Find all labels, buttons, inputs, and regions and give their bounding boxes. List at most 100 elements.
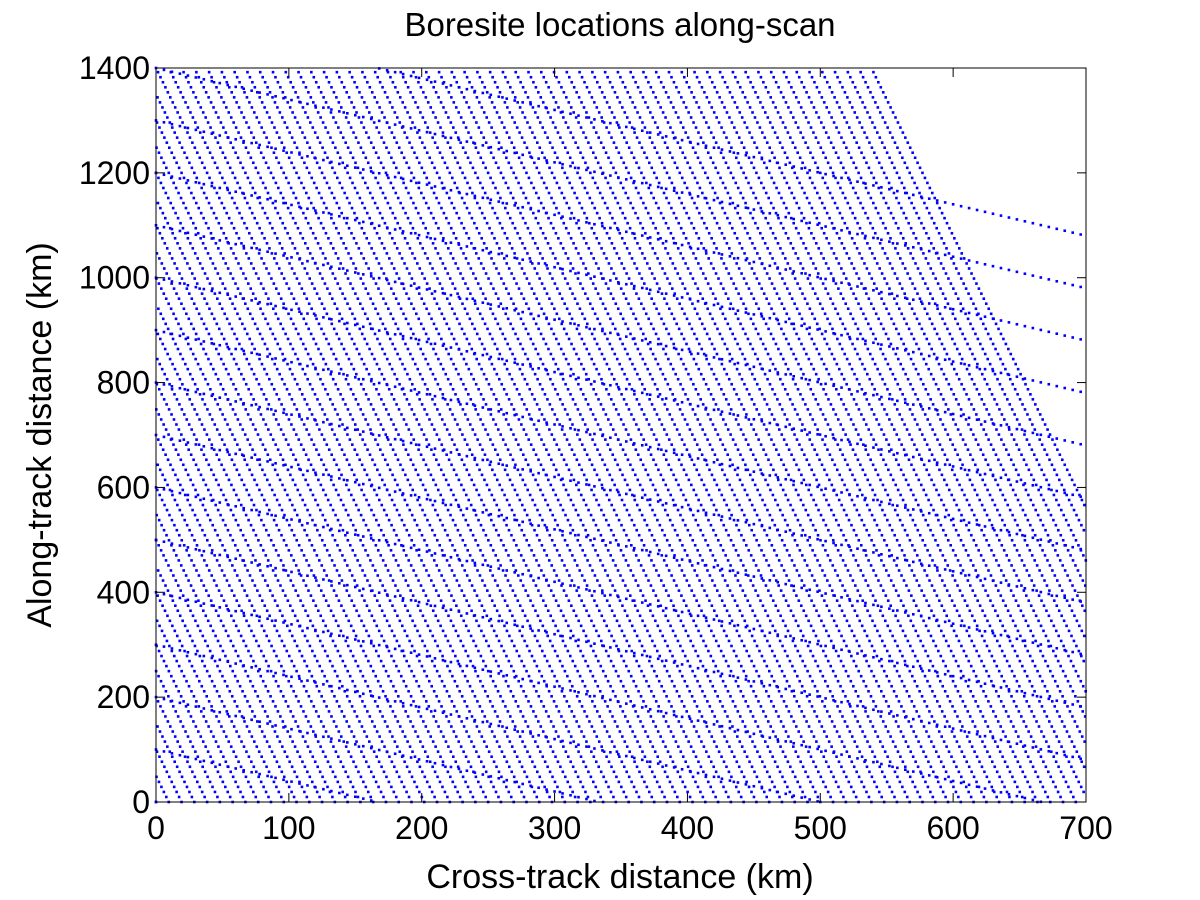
- data-point: [330, 213, 333, 216]
- data-point: [411, 750, 414, 753]
- data-point: [258, 91, 261, 94]
- data-point: [248, 443, 252, 446]
- data-point: [283, 513, 286, 517]
- data-point: [427, 599, 430, 602]
- data-point: [288, 236, 292, 240]
- data-point: [904, 401, 907, 404]
- data-point: [306, 784, 309, 787]
- data-point: [272, 282, 276, 285]
- data-point: [202, 287, 206, 291]
- data-point: [265, 398, 268, 401]
- data-point: [327, 211, 331, 215]
- data-point: [164, 297, 168, 300]
- data-point: [381, 322, 385, 326]
- data-point: [359, 775, 363, 779]
- data-point: [330, 370, 333, 373]
- data-point: [160, 523, 163, 527]
- data-point: [202, 235, 206, 238]
- data-point: [182, 201, 185, 205]
- data-point: [437, 438, 441, 441]
- data-point: [475, 594, 479, 597]
- data-point: [471, 664, 475, 668]
- data-point: [184, 101, 187, 104]
- data-point: [457, 505, 461, 509]
- data-point: [176, 740, 179, 743]
- data-point: [345, 720, 348, 723]
- data-point: [696, 352, 700, 355]
- data-point: [221, 649, 225, 653]
- data-point: [380, 398, 383, 401]
- data-point: [385, 644, 388, 648]
- data-point: [300, 181, 303, 185]
- data-point: [258, 619, 261, 623]
- data-point: [245, 121, 248, 124]
- data-point: [1055, 384, 1059, 388]
- data-point: [288, 367, 292, 371]
- data-point: [458, 689, 462, 693]
- data-point: [295, 171, 298, 175]
- data-point: [193, 146, 197, 149]
- data-point: [553, 108, 556, 112]
- data-point: [521, 415, 524, 419]
- data-point: [201, 659, 204, 663]
- data-point: [744, 573, 748, 576]
- data-point: [285, 257, 289, 260]
- data-point: [258, 594, 262, 597]
- data-point: [190, 297, 194, 300]
- data-point: [394, 715, 397, 718]
- data-point: [477, 518, 480, 522]
- data-point: [999, 791, 1003, 794]
- data-point: [166, 116, 169, 119]
- data-point: [492, 654, 495, 658]
- data-point: [323, 413, 327, 416]
- data-point: [186, 179, 190, 182]
- data-point: [339, 236, 343, 240]
- data-point: [537, 695, 541, 698]
- data-point: [162, 684, 165, 688]
- data-point: [967, 731, 971, 734]
- data-point: [752, 417, 756, 421]
- data-point: [550, 695, 553, 698]
- data-point: [561, 372, 564, 376]
- data-point: [975, 628, 979, 631]
- data-point: [249, 262, 253, 265]
- data-point: [1015, 689, 1019, 693]
- data-point: [448, 538, 452, 542]
- data-point: [198, 418, 201, 421]
- data-point: [202, 689, 206, 693]
- data-point: [250, 561, 253, 564]
- data-point: [167, 564, 170, 567]
- data-point: [417, 600, 421, 604]
- data-point: [563, 695, 566, 698]
- data-point: [377, 629, 381, 633]
- data-point: [326, 654, 329, 658]
- data-point: [218, 186, 222, 190]
- data-point: [696, 562, 700, 565]
- data-point: [414, 705, 418, 708]
- data-point: [286, 730, 290, 733]
- data-point: [664, 502, 668, 505]
- data-point: [271, 357, 274, 361]
- data-point: [595, 735, 599, 738]
- data-point: [238, 579, 241, 582]
- data-point: [380, 503, 384, 507]
- data-point: [299, 730, 302, 733]
- data-point: [496, 559, 500, 562]
- data-point: [313, 523, 317, 527]
- data-point: [492, 523, 496, 527]
- data-point: [219, 146, 222, 149]
- data-point: [321, 644, 324, 648]
- data-point: [1055, 489, 1059, 493]
- data-point: [413, 755, 417, 758]
- data-point: [648, 183, 652, 187]
- data-point: [1079, 652, 1082, 656]
- data-point: [680, 505, 684, 509]
- data-point: [450, 438, 454, 441]
- data-point: [481, 615, 485, 619]
- data-point: [244, 775, 248, 779]
- data-point: [333, 196, 336, 200]
- data-point: [355, 347, 359, 351]
- data-point: [163, 136, 166, 139]
- data-point: [566, 780, 570, 784]
- data-point: [381, 347, 384, 351]
